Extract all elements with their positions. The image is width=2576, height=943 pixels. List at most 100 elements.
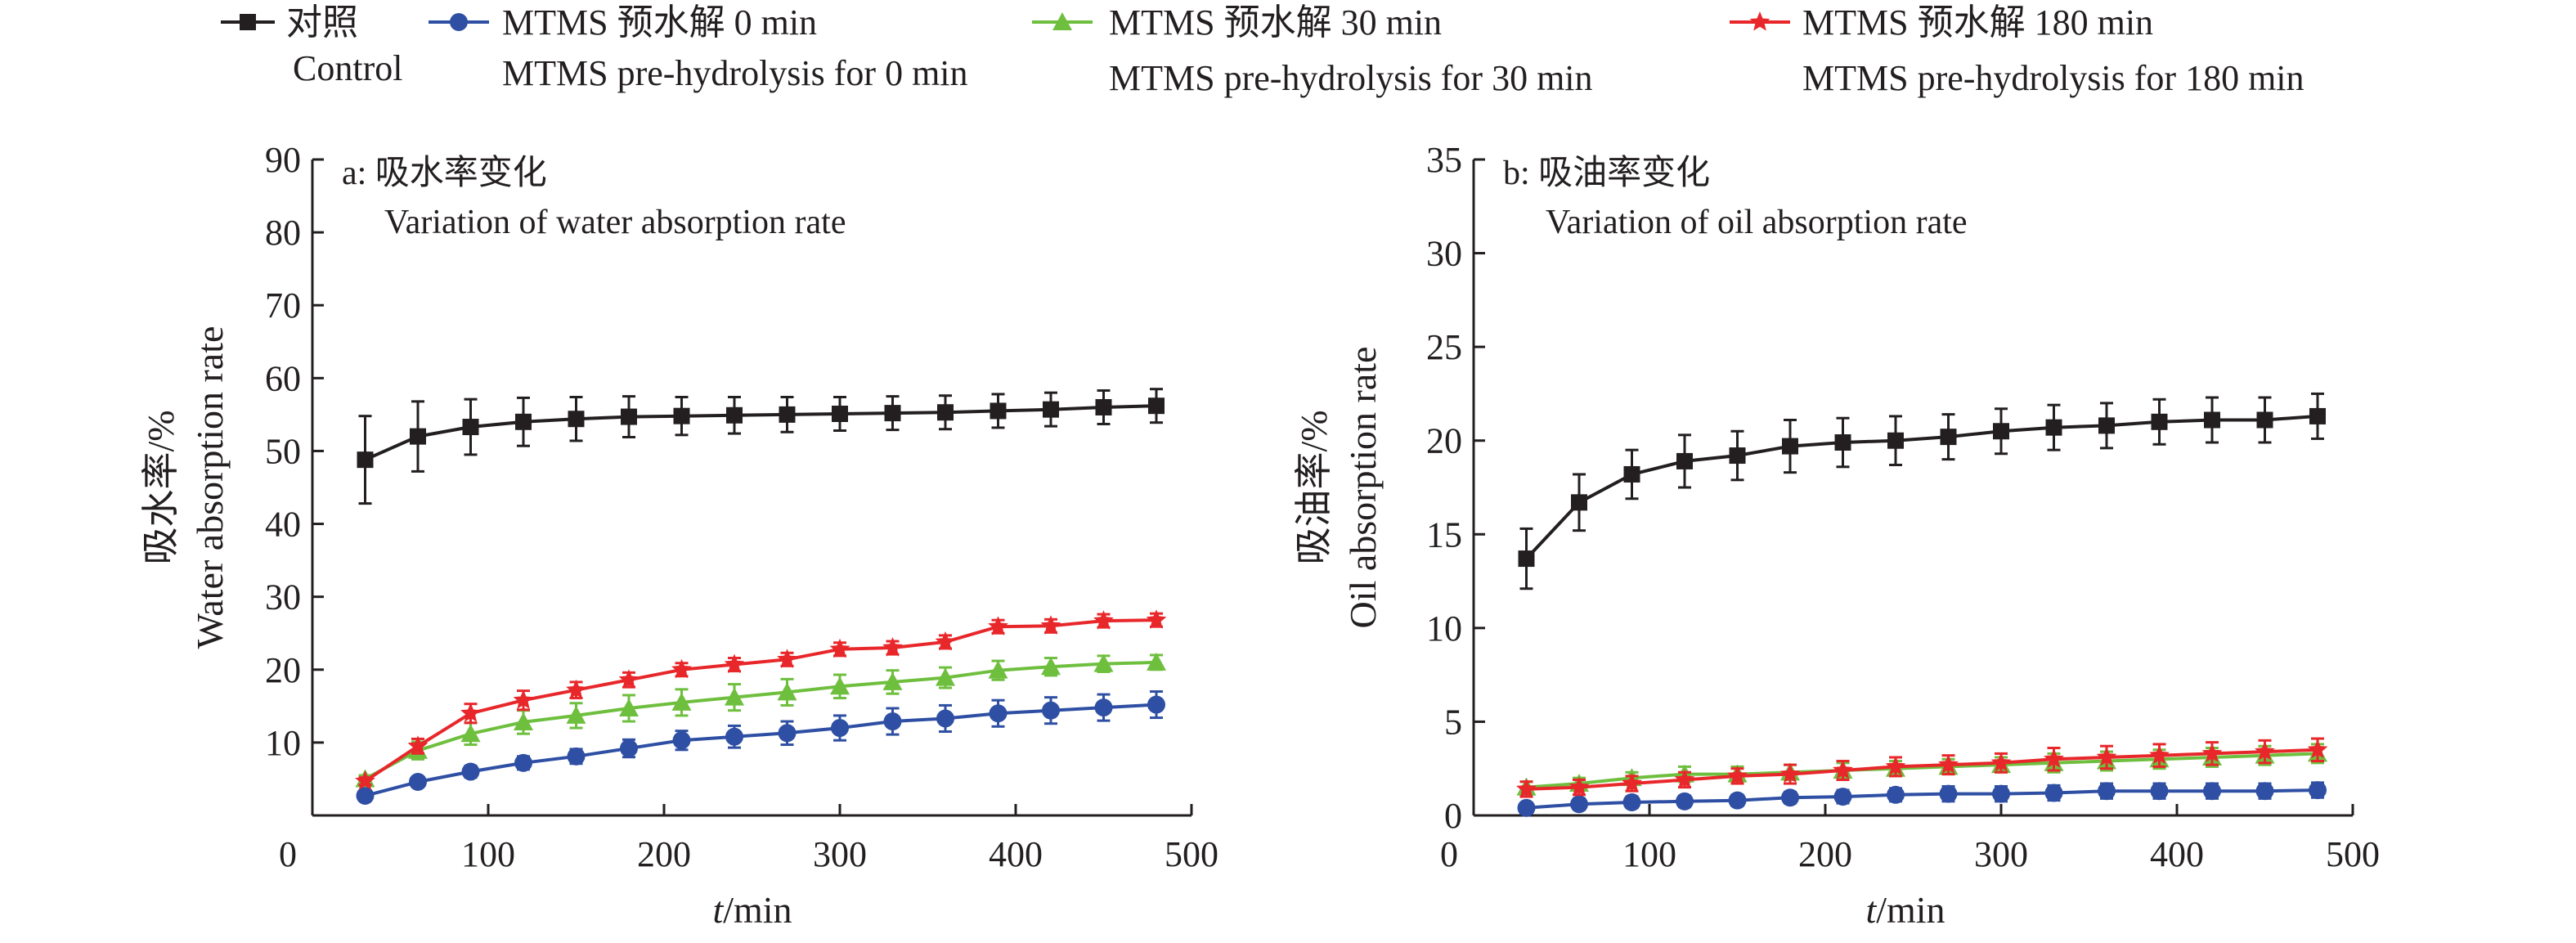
data-point-circle — [1042, 702, 1060, 720]
data-point-square — [2046, 420, 2062, 436]
legend-sublabel-mtms-0: MTMS pre-hydrolysis for 0 min — [502, 53, 968, 93]
y-axis-label-cn: 吸水率/% — [140, 410, 182, 564]
y-tick-label: 40 — [265, 505, 301, 545]
data-point-circle — [990, 704, 1008, 722]
x-tick-label: 300 — [813, 834, 867, 874]
data-point-square — [726, 407, 743, 424]
data-point-circle — [357, 787, 375, 805]
y-tick-label: 70 — [265, 285, 301, 326]
data-point-circle — [1623, 793, 1641, 811]
data-point-square — [463, 419, 479, 435]
data-point-square — [1096, 399, 1112, 415]
y-tick-label: 0 — [1444, 796, 1462, 836]
legend-marker-mtms-0 — [450, 13, 468, 31]
x-tick-label: 400 — [989, 834, 1043, 874]
legend-sublabel-mtms-30: MTMS pre-hydrolysis for 30 min — [1109, 58, 1593, 98]
data-point-circle — [2309, 781, 2327, 799]
data-point-square — [1730, 447, 1746, 464]
series-line — [1527, 750, 2318, 789]
data-point-circle — [1676, 793, 1694, 811]
legend-sublabel-mtms-180: MTMS pre-hydrolysis for 180 min — [1802, 58, 2304, 98]
plot-area — [1516, 393, 2327, 816]
chart-panel-oil-absorption: 05101520253035 0 100 200 300 400 500 b: 吸油率变化… — [1293, 140, 2380, 931]
data-point-circle — [884, 712, 902, 730]
y-tick-label: 20 — [1426, 421, 1462, 461]
y-tick-label: 10 — [1426, 608, 1462, 649]
data-point-circle — [1095, 698, 1113, 716]
series-1 — [1518, 781, 2327, 817]
data-point-circle — [2098, 782, 2116, 800]
series-line — [366, 620, 1157, 781]
data-point-circle — [568, 748, 586, 766]
data-point-circle — [1147, 696, 1165, 714]
y-tick-label: 35 — [1426, 140, 1462, 180]
figure: 对照 Control MTMS 预水解 0 min MTMS pre-hydro… — [0, 0, 2576, 943]
data-point-square — [1624, 466, 1640, 483]
x-tick-label: 200 — [1798, 834, 1852, 874]
panel-title: a: 吸水率变化 — [342, 154, 547, 192]
data-point-square — [621, 409, 637, 425]
data-point-square — [832, 406, 848, 422]
data-point-square — [1835, 434, 1851, 451]
x-tick-label: 300 — [1974, 834, 2028, 874]
x-tick-label: 500 — [2326, 834, 2380, 874]
data-point-circle — [1570, 795, 1588, 813]
y-tick-label: 30 — [265, 577, 301, 617]
data-point-circle — [2256, 782, 2274, 800]
data-point-circle — [2045, 784, 2063, 802]
legend-entry-mtms-0[interactable]: MTMS 预水解 0 min MTMS pre-hydrolysis for 0… — [429, 2, 968, 93]
data-point-square — [937, 404, 954, 420]
y-axis-label-en: Oil absorption rate — [1342, 347, 1384, 629]
data-point-circle — [2203, 782, 2221, 800]
x-tick-label: 500 — [1165, 834, 1218, 874]
data-point-circle — [725, 728, 743, 746]
legend-entry-control[interactable]: 对照 Control — [221, 2, 402, 88]
data-point-square — [1782, 438, 1798, 455]
series-1 — [357, 692, 1166, 805]
series-0 — [357, 389, 1165, 504]
y-tick-label: 90 — [265, 140, 301, 180]
y-tick-label: 60 — [265, 358, 301, 398]
data-point-circle — [409, 773, 427, 791]
panel-subtitle: Variation of oil absorption rate — [1546, 204, 1968, 241]
data-point-square — [1887, 433, 1904, 449]
data-point-square — [1519, 550, 1535, 567]
legend-label-control: 对照 — [286, 2, 358, 43]
legend-entry-mtms-30[interactable]: MTMS 预水解 30 min MTMS pre-hydrolysis for … — [1032, 2, 1593, 98]
data-point-circle — [1887, 786, 1905, 804]
series-0 — [1519, 393, 2327, 588]
series-line — [1527, 790, 2318, 808]
data-point-square — [515, 414, 532, 430]
legend-label-mtms-30: MTMS 预水解 30 min — [1109, 2, 1442, 43]
x-tick-label: 200 — [637, 834, 691, 874]
data-point-square — [2204, 412, 2220, 429]
data-point-square — [1993, 423, 2009, 439]
data-point-circle — [779, 724, 797, 742]
data-point-square — [2309, 408, 2326, 424]
legend-marker-mtms-180 — [1750, 11, 1770, 31]
data-point-circle — [620, 739, 638, 757]
data-point-square — [2098, 417, 2115, 433]
data-point-circle — [1834, 788, 1852, 806]
data-point-square — [885, 405, 901, 421]
plot-area — [355, 389, 1166, 805]
data-point-square — [2152, 414, 2168, 430]
x-tick-label: 100 — [1622, 834, 1676, 874]
legend-entry-mtms-180[interactable]: MTMS 预水解 180 min MTMS pre-hydrolysis for… — [1730, 2, 2304, 98]
data-point-circle — [1940, 785, 1958, 803]
series-line — [366, 662, 1157, 779]
y-tick-label: 5 — [1444, 702, 1462, 742]
data-point-square — [568, 411, 585, 427]
data-point-square — [674, 408, 690, 424]
legend: 对照 Control MTMS 预水解 0 min MTMS pre-hydro… — [221, 2, 2304, 98]
y-tick-label: 20 — [265, 650, 301, 690]
panel-title: b: 吸油率变化 — [1503, 154, 1710, 192]
data-point-square — [357, 451, 374, 468]
y-tick-label: 10 — [265, 723, 301, 763]
data-point-square — [779, 406, 796, 423]
legend-label-mtms-180: MTMS 预水解 180 min — [1802, 2, 2153, 43]
data-point-square — [1676, 453, 1693, 469]
y-axis-label-en: Water absorption rate — [189, 326, 231, 649]
legend-marker-control — [240, 14, 256, 30]
data-point-circle — [462, 763, 480, 781]
